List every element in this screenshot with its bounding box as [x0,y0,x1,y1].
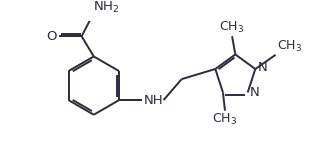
Text: NH: NH [144,94,164,107]
Text: N: N [250,86,260,99]
Text: N: N [258,61,267,74]
Text: CH$_3$: CH$_3$ [219,19,244,35]
Text: CH$_3$: CH$_3$ [213,112,238,127]
Text: NH$_2$: NH$_2$ [93,0,119,15]
Text: CH$_3$: CH$_3$ [277,39,302,54]
Text: O: O [46,30,57,43]
